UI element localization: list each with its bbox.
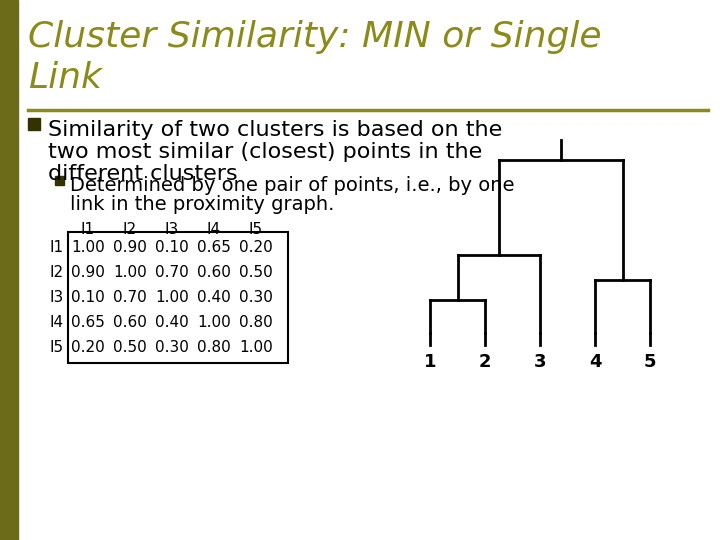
Text: 0.40: 0.40 [155, 315, 189, 330]
Text: 2: 2 [479, 353, 491, 371]
Text: 0.10: 0.10 [71, 290, 105, 305]
Text: 0.50: 0.50 [113, 340, 147, 355]
Text: 0.20: 0.20 [71, 340, 105, 355]
Text: I1: I1 [50, 240, 64, 255]
Text: 0.20: 0.20 [239, 240, 273, 255]
Text: 1.00: 1.00 [155, 290, 189, 305]
Bar [68, 232, 288, 363]
Text: I2: I2 [123, 222, 137, 237]
Text: 1.00: 1.00 [239, 340, 273, 355]
Text: 0.30: 0.30 [155, 340, 189, 355]
Bar [0, 0, 18, 540]
Text: 0.50: 0.50 [239, 265, 273, 280]
Text: 0.65: 0.65 [197, 240, 231, 255]
Text: 0.80: 0.80 [239, 315, 273, 330]
Text: Determined by one pair of points, i.e., by one: Determined by one pair of points, i.e., … [70, 176, 515, 195]
Text: link in the proximity graph.: link in the proximity graph. [70, 195, 334, 214]
Text: I1: I1 [81, 222, 95, 237]
Text: 0.60: 0.60 [113, 315, 147, 330]
Text: I4: I4 [207, 222, 221, 237]
Text: 0.40: 0.40 [197, 290, 231, 305]
Text: 0.65: 0.65 [71, 315, 105, 330]
Text: different clusters: different clusters [48, 164, 238, 184]
Text: 0.10: 0.10 [155, 240, 189, 255]
Text: 0.60: 0.60 [197, 265, 231, 280]
Text: 0.30: 0.30 [239, 290, 273, 305]
Text: I5: I5 [249, 222, 263, 237]
Text: 3: 3 [534, 353, 546, 371]
Text: I3: I3 [165, 222, 179, 237]
Text: 1: 1 [424, 353, 436, 371]
Text: I4: I4 [50, 315, 64, 330]
Text: 0.90: 0.90 [71, 265, 105, 280]
Text: 1.00: 1.00 [113, 265, 147, 280]
Text: 0.80: 0.80 [197, 340, 231, 355]
Text: 0.90: 0.90 [113, 240, 147, 255]
Text: Similarity of two clusters is based on the: Similarity of two clusters is based on t… [48, 120, 503, 140]
Text: Cluster Similarity: MIN or Single
Link: Cluster Similarity: MIN or Single Link [28, 20, 602, 94]
Text: 4: 4 [589, 353, 601, 371]
Bar [55, 176, 64, 185]
Text: 0.70: 0.70 [113, 290, 147, 305]
Text: I2: I2 [50, 265, 64, 280]
Text: 1.00: 1.00 [197, 315, 231, 330]
Text: 0.70: 0.70 [155, 265, 189, 280]
Text: I5: I5 [50, 340, 64, 355]
Text: 1.00: 1.00 [71, 240, 105, 255]
Text: two most similar (closest) points in the: two most similar (closest) points in the [48, 142, 482, 162]
Text: 5: 5 [644, 353, 656, 371]
Bar [28, 118, 40, 130]
Text: I3: I3 [50, 290, 64, 305]
